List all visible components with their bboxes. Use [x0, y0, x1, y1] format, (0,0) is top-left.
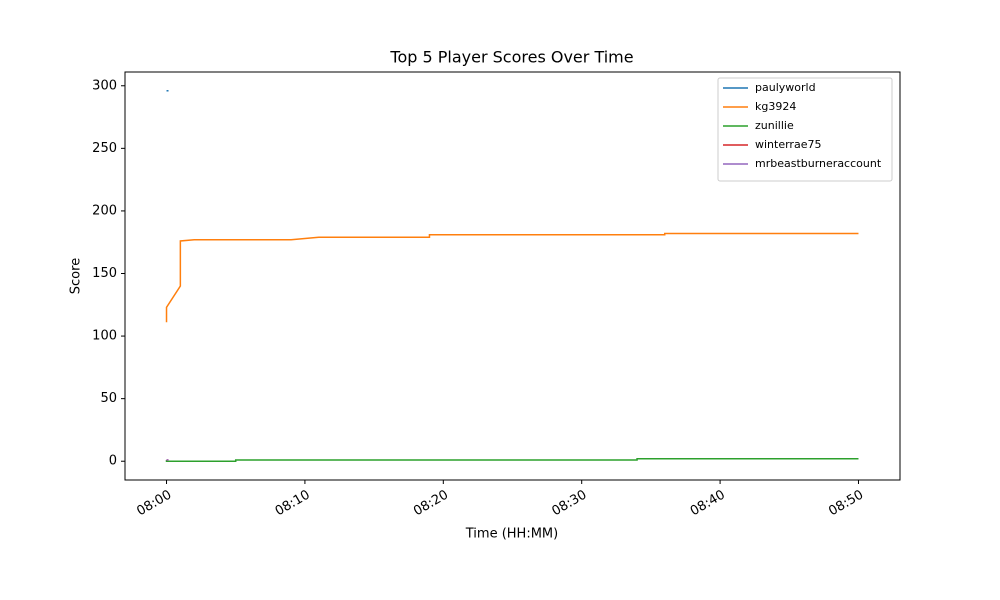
legend-label: zunillie	[755, 119, 794, 132]
legend-label: winterrae75	[755, 138, 821, 151]
y-tick-label: 0	[109, 454, 117, 469]
y-tick-label: 250	[92, 141, 117, 156]
legend-label: paulyworld	[755, 81, 816, 94]
y-axis-label: Score	[69, 258, 84, 294]
y-tick-label: 150	[92, 266, 117, 281]
legend-label: mrbeastburneraccount	[755, 157, 882, 170]
x-axis-label: Time (HH:MM)	[465, 527, 558, 542]
y-tick-label: 300	[92, 78, 117, 93]
x-tick-label: 08:10	[273, 488, 313, 520]
legend-box	[717, 77, 893, 182]
x-tick-label: 08:40	[688, 488, 728, 520]
series-line	[165, 232, 859, 323]
y-tick-label: 100	[92, 329, 117, 344]
x-tick-label: 08:50	[826, 488, 866, 520]
plot-frame	[124, 71, 901, 481]
x-tick-label: 08:20	[411, 488, 451, 520]
series-line	[165, 457, 859, 462]
x-tick-label: 08:30	[549, 488, 589, 520]
legend-label: kg3924	[755, 100, 796, 113]
y-tick-label: 50	[100, 391, 117, 406]
chart-title: Top 5 Player Scores Over Time	[389, 48, 633, 67]
x-tick-label: 08:00	[134, 488, 174, 520]
y-tick-label: 200	[92, 203, 117, 218]
